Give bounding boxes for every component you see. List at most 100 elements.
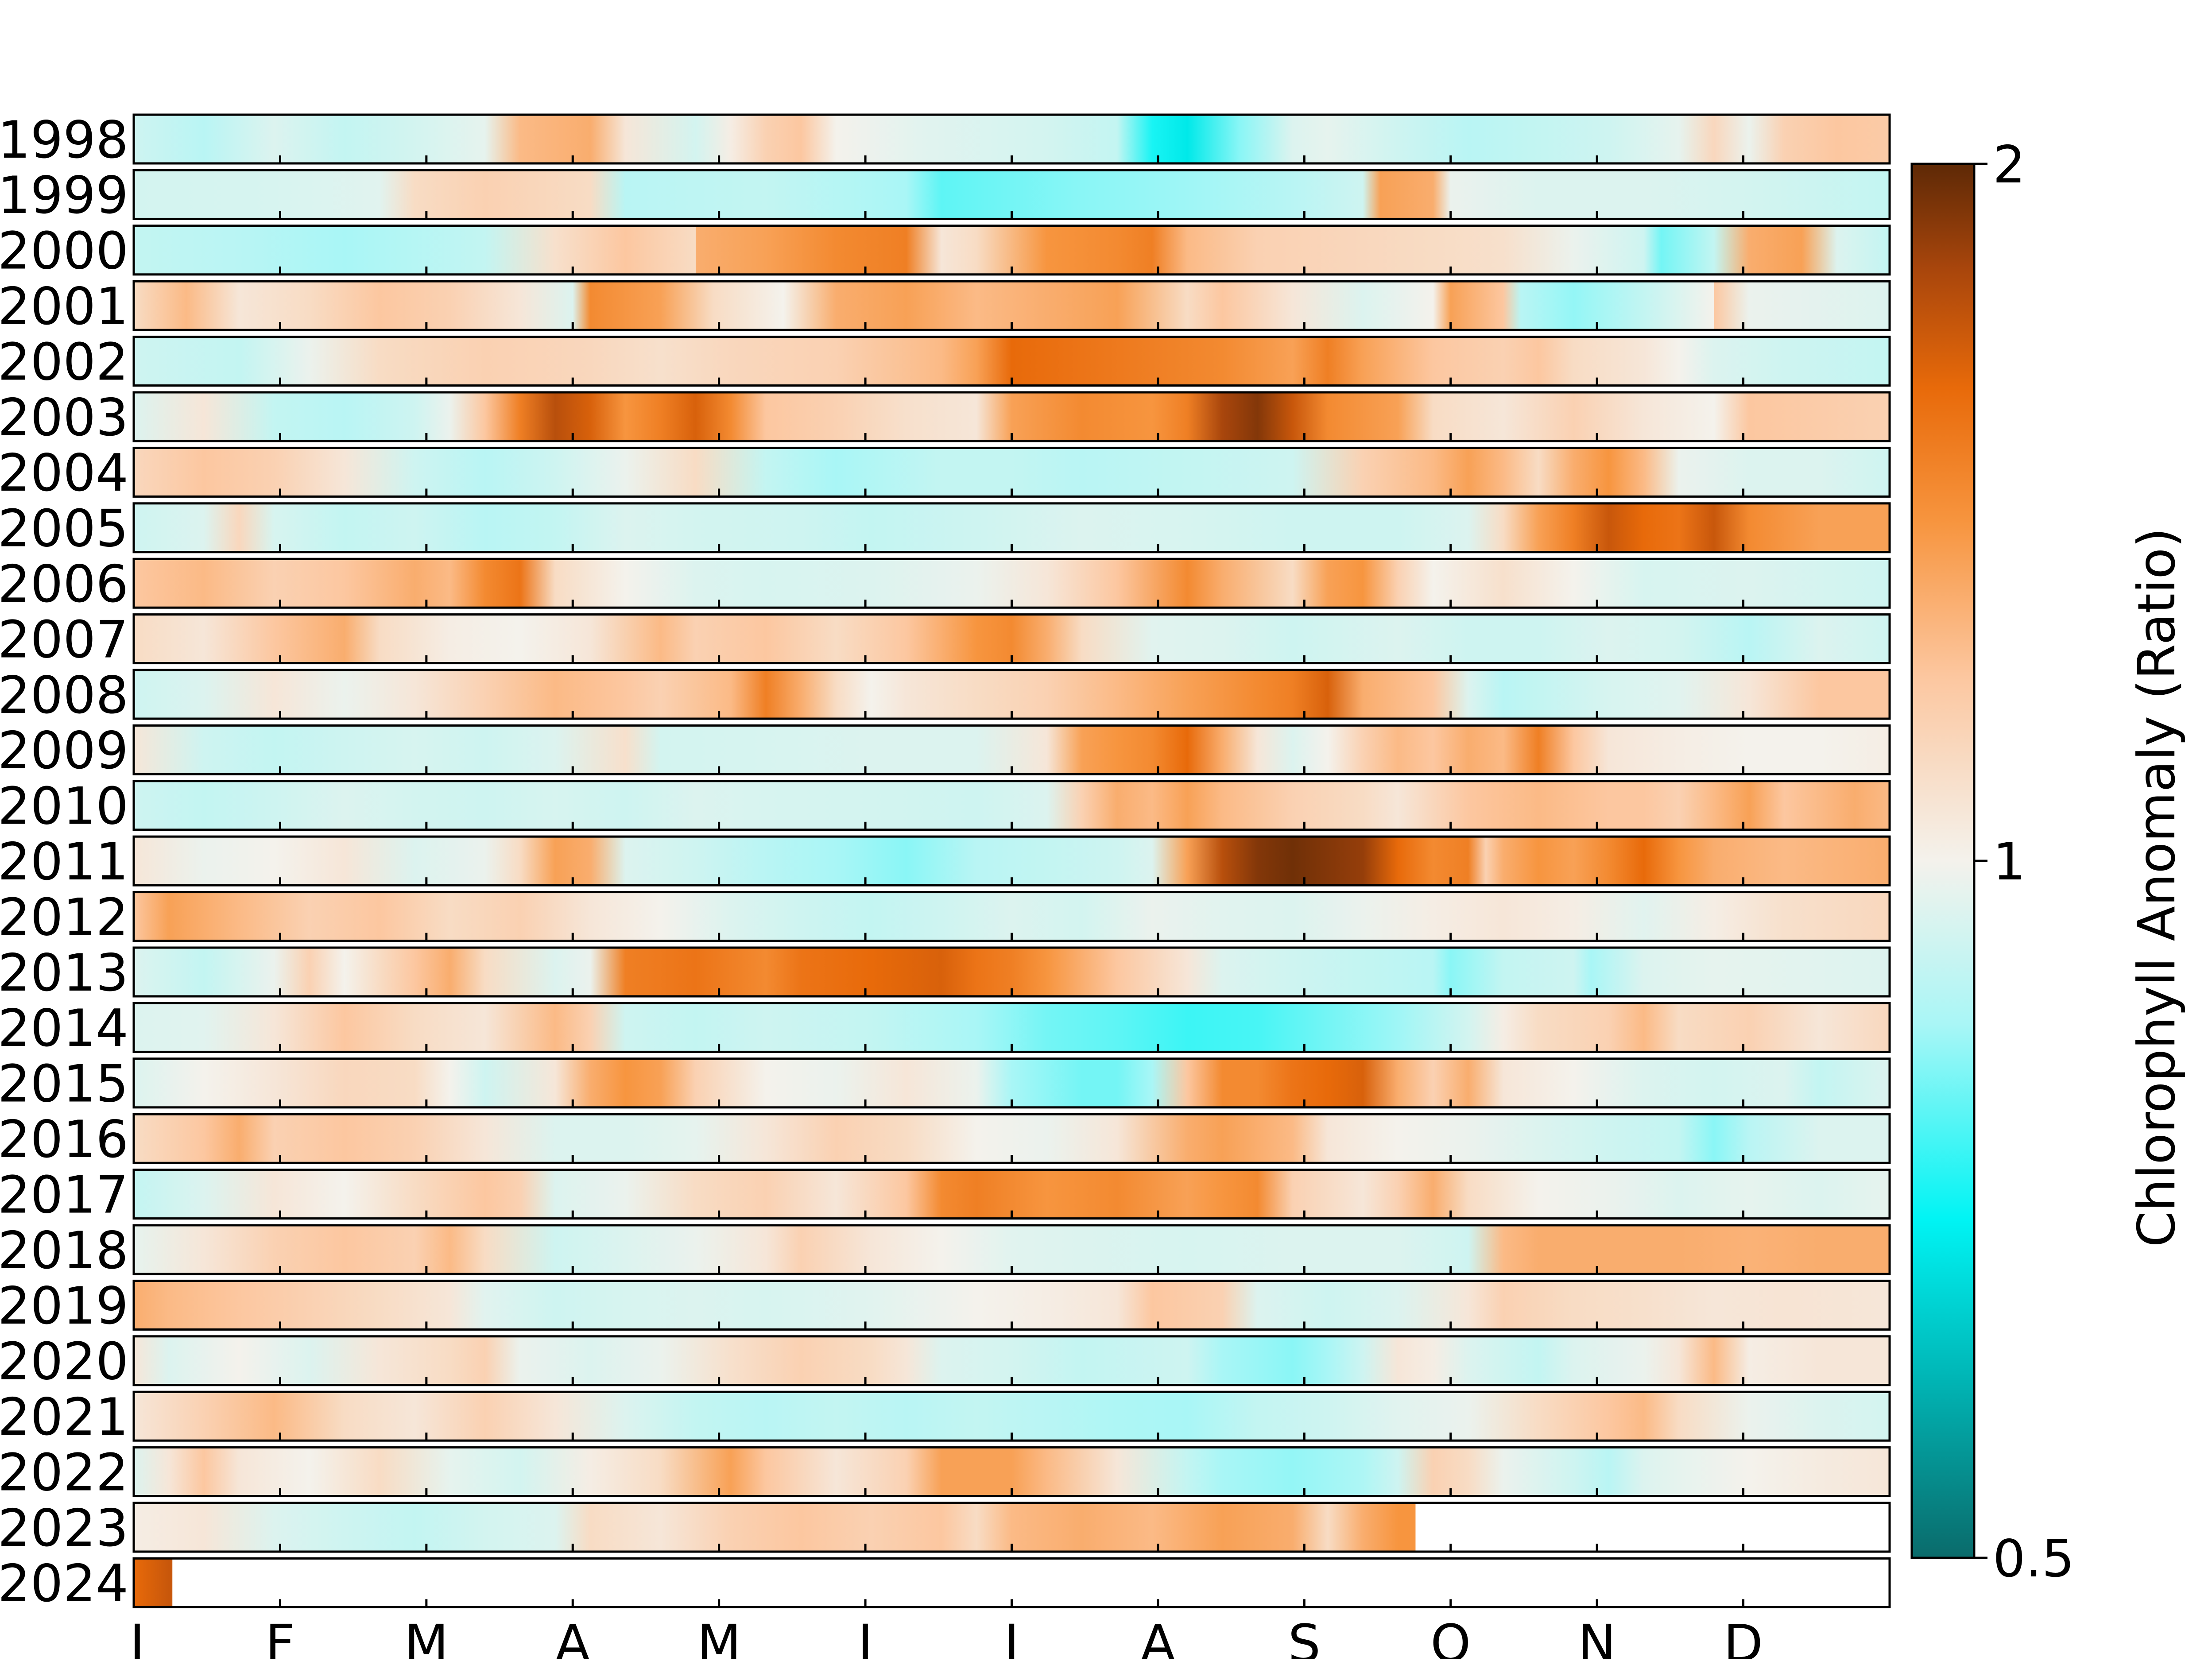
year-row-1998: 1998 xyxy=(0,110,1891,170)
year-label: 2003 xyxy=(0,388,128,448)
year-label: 2023 xyxy=(0,1498,128,1558)
row-background xyxy=(134,1558,1890,1607)
year-label: 2024 xyxy=(0,1554,128,1614)
year-row-2015: 2015 xyxy=(0,1054,1891,1114)
year-row-2014: 2014 xyxy=(0,999,1891,1058)
year-label: 2016 xyxy=(0,1110,128,1169)
year-label: 2017 xyxy=(0,1165,128,1225)
row-data-fill xyxy=(134,1503,1416,1552)
year-label: 2006 xyxy=(0,554,128,614)
year-label: 2021 xyxy=(0,1387,128,1447)
month-label: O xyxy=(1430,1614,1471,1659)
year-row-2018: 2018 xyxy=(0,1221,1891,1281)
row-data-fill xyxy=(134,503,1890,552)
year-label: 2002 xyxy=(0,332,128,392)
row-data-fill xyxy=(134,725,1890,774)
year-row-2019: 2019 xyxy=(0,1276,1891,1336)
year-row-2017: 2017 xyxy=(0,1165,1891,1225)
year-row-2005: 2005 xyxy=(0,499,1891,559)
colorbar-tick-label: 1 xyxy=(1993,832,2026,892)
year-row-2012: 2012 xyxy=(0,887,1891,947)
year-row-2006: 2006 xyxy=(0,554,1891,614)
colorbar-gradient xyxy=(1910,163,1976,1559)
year-label: 2018 xyxy=(0,1221,128,1281)
year-row-2000: 2000 xyxy=(0,221,1891,281)
year-row-2002: 2002 xyxy=(0,332,1891,392)
month-label: F xyxy=(265,1614,295,1659)
row-data-fill xyxy=(134,559,1890,608)
colorbar-label: Chlorophyll Anomaly (Ratio) xyxy=(2127,528,2187,1247)
year-row-2021: 2021 xyxy=(0,1387,1891,1447)
colorbar: Chlorophyll Anomaly (Ratio) 0.5 1 2 xyxy=(1910,135,2187,1589)
colorbar-tick-label: 2 xyxy=(1993,135,2026,195)
row-data-fill xyxy=(134,1003,1890,1052)
row-data-fill xyxy=(134,781,1890,830)
year-row-2010: 2010 xyxy=(0,777,1891,836)
year-row-2016: 2016 xyxy=(0,1110,1891,1169)
year-row-2020: 2020 xyxy=(0,1332,1891,1392)
row-data-fill xyxy=(134,1447,1890,1496)
row-data-fill xyxy=(134,115,1890,163)
row-data-fill xyxy=(134,337,1890,386)
year-row-2022: 2022 xyxy=(0,1443,1891,1502)
year-label: 2012 xyxy=(0,887,128,947)
row-data-fill xyxy=(134,892,1890,941)
year-label: 2022 xyxy=(0,1443,128,1502)
year-label: 1999 xyxy=(0,166,128,225)
row-data-fill xyxy=(134,1558,173,1607)
month-label: J xyxy=(1001,1614,1019,1659)
year-label: 2000 xyxy=(0,221,128,281)
year-row-2001: 2001 xyxy=(0,277,1891,337)
year-label: 2013 xyxy=(0,943,128,1003)
colorbar-tick-label: 0.5 xyxy=(1993,1529,2074,1589)
year-label: 2010 xyxy=(0,777,128,836)
row-data-fill xyxy=(134,1281,1890,1330)
year-row-2008: 2008 xyxy=(0,666,1891,725)
year-label: 2015 xyxy=(0,1054,128,1114)
month-label: S xyxy=(1288,1614,1321,1659)
year-row-2009: 2009 xyxy=(0,721,1891,781)
row-data-fill xyxy=(134,614,1890,663)
year-row-2011: 2011 xyxy=(0,832,1891,892)
month-label: M xyxy=(697,1614,741,1659)
row-data-fill xyxy=(134,670,1890,719)
year-row-2004: 2004 xyxy=(0,443,1891,503)
year-row-2013: 2013 xyxy=(0,943,1891,1003)
row-data-fill xyxy=(134,448,1890,497)
year-label: 2008 xyxy=(0,666,128,725)
year-label: 2004 xyxy=(0,443,128,503)
month-label: D xyxy=(1724,1614,1763,1659)
year-row-2023: 2023 xyxy=(0,1498,1891,1558)
year-label: 2019 xyxy=(0,1276,128,1336)
row-data-fill xyxy=(134,948,1890,996)
heatmap-rows: 1998199920002001200220032004200520062007… xyxy=(0,110,1891,1614)
year-label: 2011 xyxy=(0,832,128,892)
year-label: 2014 xyxy=(0,999,128,1058)
month-label: J xyxy=(855,1614,873,1659)
row-data-fill xyxy=(134,1114,1890,1163)
row-data-fill xyxy=(134,1392,1890,1441)
year-label: 1998 xyxy=(0,110,128,170)
month-label: A xyxy=(1140,1614,1175,1659)
row-data-fill xyxy=(134,836,1890,886)
year-row-1999: 1999 xyxy=(0,166,1891,225)
row-data-fill xyxy=(134,225,1890,275)
year-label: 2005 xyxy=(0,499,128,559)
month-label: J xyxy=(127,1614,145,1659)
year-row-2003: 2003 xyxy=(0,388,1891,448)
row-data-fill xyxy=(134,170,1890,219)
row-data-fill xyxy=(134,1225,1890,1274)
row-data-fill xyxy=(134,1336,1890,1385)
year-label: 2020 xyxy=(0,1332,128,1392)
year-label: 2009 xyxy=(0,721,128,781)
year-row-2024: 2024 xyxy=(0,1554,1891,1614)
year-label: 2007 xyxy=(0,610,128,670)
row-data-fill xyxy=(134,1058,1890,1107)
year-label: 2001 xyxy=(0,277,128,337)
month-label: A xyxy=(555,1614,590,1659)
month-label: M xyxy=(404,1614,449,1659)
row-data-fill xyxy=(134,1169,1890,1219)
